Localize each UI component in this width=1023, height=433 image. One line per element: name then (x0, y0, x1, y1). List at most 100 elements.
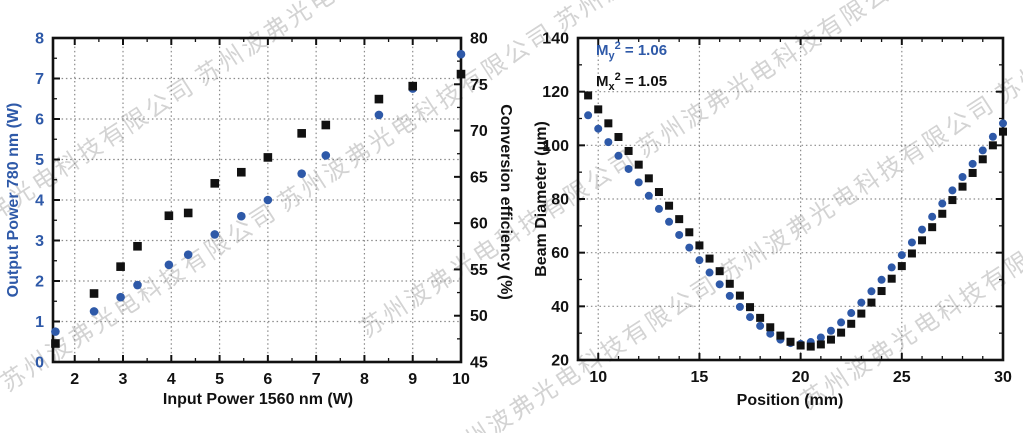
data-point-square (877, 287, 886, 296)
data-point-square (408, 81, 418, 91)
data-point-circle (584, 111, 593, 120)
right-chart-x-axis-label: Position (mm) (736, 392, 844, 409)
data-point-square (584, 91, 593, 100)
data-point-square (857, 309, 866, 318)
y-tick-label: 80 (470, 31, 488, 48)
data-point-square (978, 155, 987, 164)
data-point-circle (735, 302, 744, 311)
data-point-square (183, 208, 193, 218)
data-point-square (374, 94, 384, 104)
data-point-circle (665, 217, 674, 226)
left-chart-y-axis-label-right: Conversion efficiency (%) (497, 104, 514, 300)
y-tick-label: 6 (35, 112, 44, 129)
x-tick-label: 8 (360, 371, 369, 388)
data-point-square (321, 120, 331, 130)
left-chart-y-axis-label-left: Output Power 780 nm (W) (5, 102, 22, 298)
data-point-square (725, 279, 734, 288)
data-point-square (297, 129, 306, 138)
data-point-square (806, 342, 815, 351)
y-tick-label: 4 (35, 193, 44, 210)
y-tick-label: 2 (35, 274, 44, 291)
data-point-square (644, 174, 653, 183)
data-point-square (958, 182, 967, 191)
x-tick-label: 10 (589, 369, 607, 386)
data-point-circle (725, 291, 734, 300)
data-point-circle (675, 230, 684, 239)
data-point-square (786, 337, 795, 346)
data-point-circle (183, 250, 193, 259)
data-point-circle (877, 275, 886, 284)
x-tick-label: 25 (893, 369, 911, 386)
x-tick-label: 9 (408, 371, 417, 388)
data-point-square (210, 179, 220, 188)
data-point-circle (51, 327, 60, 336)
data-point-circle (594, 124, 603, 133)
y-tick-label: 5 (35, 152, 44, 169)
data-point-square (594, 105, 603, 114)
data-point-circle (715, 280, 724, 289)
data-point-square (604, 119, 613, 128)
data-point-square (847, 319, 856, 328)
y-tick-label: 70 (470, 123, 488, 140)
data-point-square (624, 146, 633, 155)
data-point-square (654, 188, 663, 197)
data-point-square (665, 201, 674, 210)
y-tick-label: 140 (542, 31, 569, 48)
x-tick-label: 7 (312, 371, 321, 388)
data-point-circle (164, 260, 174, 270)
left-chart-power-conversion: 2 3 4 5 6 7 8 9 10 0 1 2 3 4 5 6 7 8 45 50 55 60 65 70 75 80 Outp… (5, 31, 514, 409)
data-point-circle (918, 225, 927, 234)
data-point-square (614, 133, 623, 142)
data-point-square (695, 241, 704, 250)
y-tick-label: 60 (470, 216, 488, 233)
right-chart-plot: 10 15 20 25 30 20 40 60 80 100 120 140 (542, 31, 1012, 387)
x-tick-label: 2 (70, 371, 79, 388)
right-chart-beam-caustic: 10 15 20 25 30 20 40 60 80 100 120 140 Beam Diamete… (530, 0, 1023, 433)
data-point-square (116, 262, 125, 271)
plot-border (576, 36, 1005, 362)
x-tick-label: 30 (994, 369, 1012, 386)
data-point-square (837, 328, 846, 337)
y-tick-label: 80 (551, 192, 569, 209)
data-point-circle (456, 49, 466, 59)
plot-border (51, 36, 463, 364)
data-point-circle (857, 298, 866, 307)
data-point-square (776, 331, 785, 340)
data-point-circle (89, 307, 99, 316)
y-tick-label: 40 (551, 299, 569, 316)
data-point-circle (958, 172, 967, 181)
x-tick-label: 3 (119, 371, 128, 388)
data-point-circle (766, 329, 775, 338)
data-point-circle (928, 212, 937, 221)
data-point-circle (634, 178, 643, 187)
y-tick-label: 1 (35, 314, 44, 331)
data-point-square (51, 339, 60, 348)
data-point-square (887, 274, 896, 283)
y-tick-label: 3 (35, 233, 44, 250)
data-point-circle (604, 138, 613, 147)
data-point-circle (695, 256, 704, 265)
data-point-circle (988, 132, 997, 141)
x-tick-label: 20 (792, 369, 810, 386)
data-point-square (705, 254, 714, 263)
data-point-circle (897, 251, 906, 260)
data-point-circle (624, 164, 633, 173)
data-point-circle (374, 110, 384, 120)
left-chart-x-axis-label: Input Power 1560 nm (W) (162, 391, 354, 408)
data-point-square (938, 209, 947, 218)
y-tick-label: 120 (542, 84, 569, 101)
data-point-square (735, 291, 744, 300)
x-tick-label: 6 (263, 371, 272, 388)
data-point-circle (116, 292, 125, 302)
data-point-circle (837, 318, 846, 327)
data-point-square (897, 262, 906, 271)
data-point-square (988, 141, 997, 150)
y-tick-label: 45 (470, 355, 488, 372)
data-point-square (968, 168, 977, 177)
data-point-circle (968, 159, 977, 168)
y-tick-label: 20 (551, 353, 569, 370)
x-tick-label: 10 (452, 371, 470, 388)
legend-item: My2 = 1.06 (596, 40, 668, 62)
data-point-square (746, 303, 755, 312)
data-point-square (999, 127, 1007, 136)
